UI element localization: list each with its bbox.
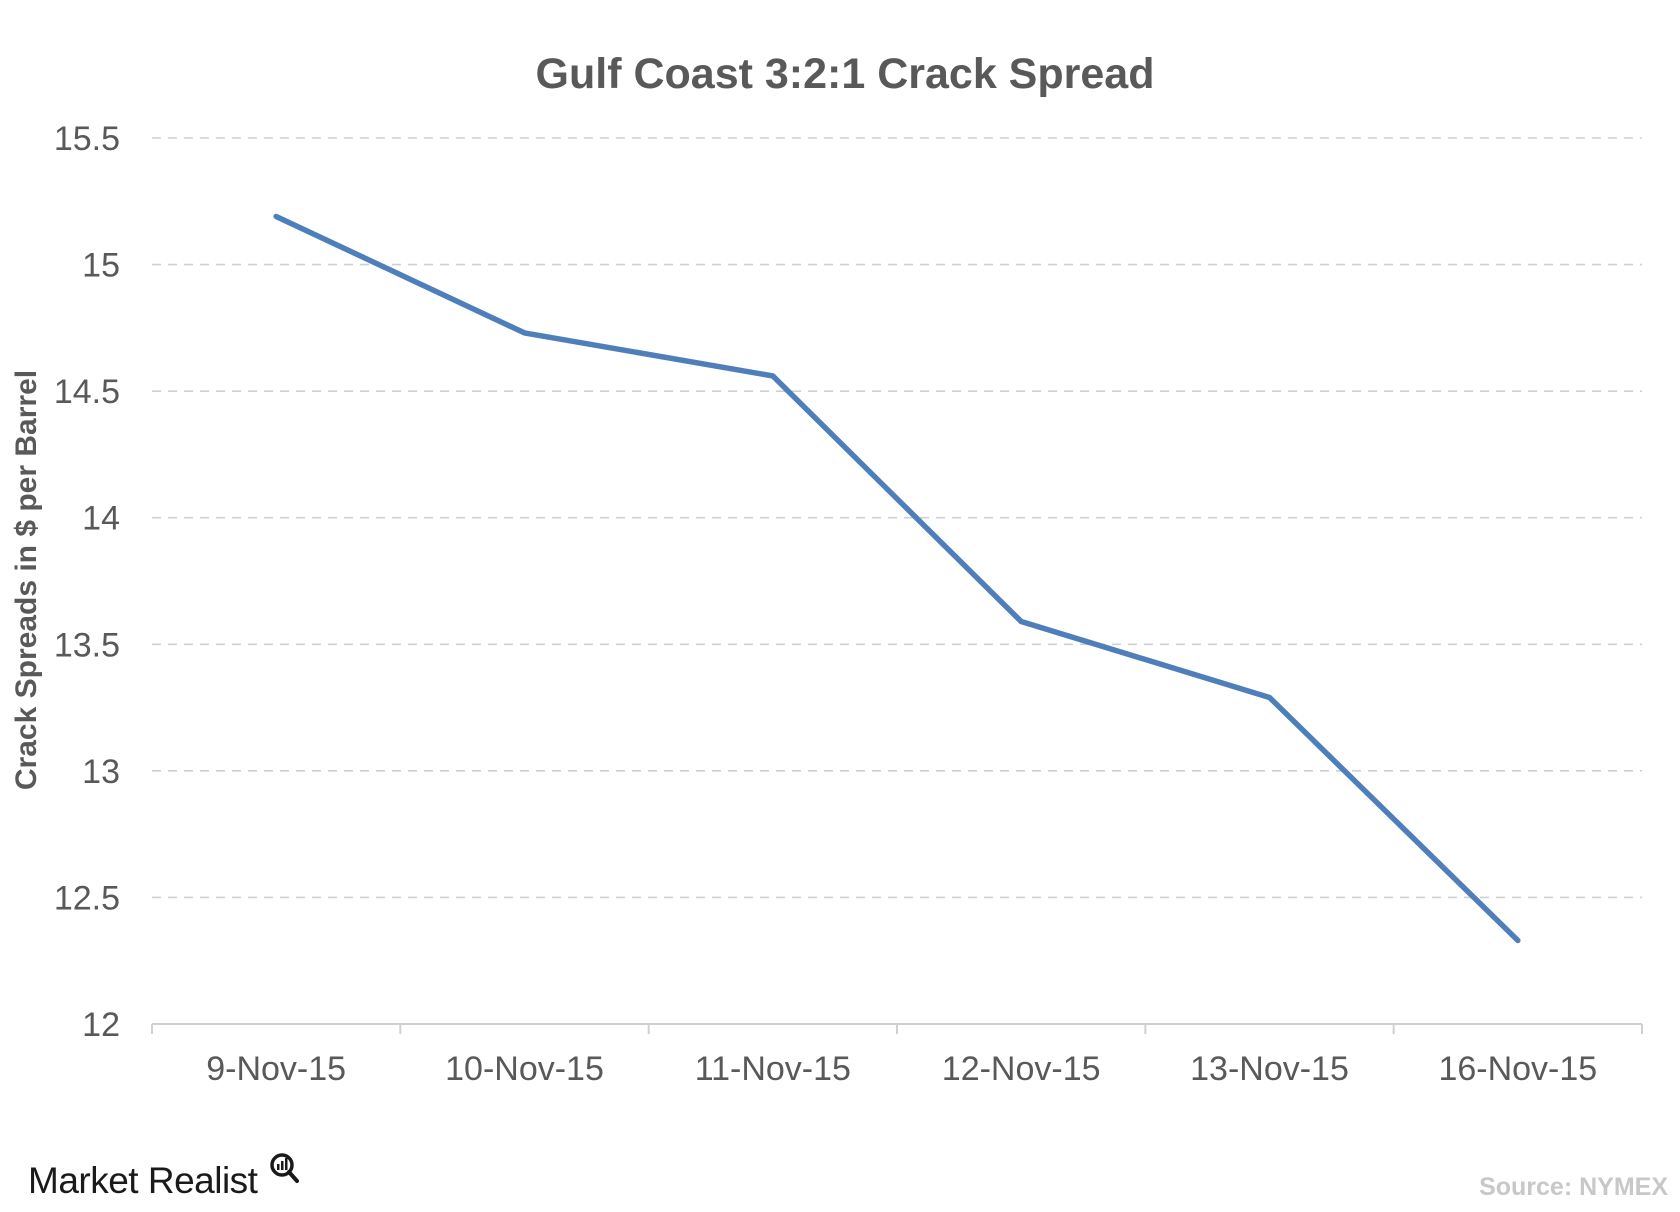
source-note: Source: NYMEX (1479, 1173, 1668, 1201)
x-tick-label: 12-Nov-15 (942, 1050, 1101, 1088)
x-tick-label: 13-Nov-15 (1190, 1050, 1349, 1088)
y-axis-ticks: 12 12.5 13 13.5 14 14.5 15 15.5 (54, 120, 120, 1044)
magnifier-icon (270, 1153, 299, 1183)
brand-name: Market Realist (28, 1160, 259, 1201)
x-tick-label: 9-Nov-15 (206, 1050, 346, 1088)
x-axis (151, 1023, 1643, 1034)
x-axis-ticks: 9-Nov-15 10-Nov-15 11-Nov-15 12-Nov-15 13-No… (206, 1050, 1597, 1088)
x-tick-label: 11-Nov-15 (695, 1050, 851, 1088)
y-tick-label: 14.5 (54, 373, 120, 411)
y-tick-label: 15.5 (54, 120, 120, 158)
y-tick-label: 14 (82, 500, 120, 538)
y-tick-label: 12 (82, 1006, 120, 1044)
series-layer (273, 213, 1521, 944)
series-line (273, 213, 1521, 944)
chart-title: Gulf Coast 3:2:1 Crack Spread (536, 50, 1155, 98)
y-tick-label: 13.5 (54, 626, 120, 664)
x-tick-label: 10-Nov-15 (445, 1050, 604, 1088)
y-axis-label: Crack Spreads in $ per Barrel (10, 370, 43, 790)
y-tick-label: 15 (82, 247, 120, 285)
y-tick-label: 12.5 (54, 879, 120, 917)
gridlines (152, 137, 1642, 899)
x-tick-label: 16-Nov-15 (1438, 1050, 1597, 1088)
market-realist-logo: Market Realist (28, 1153, 299, 1201)
y-tick-label: 13 (82, 753, 120, 791)
